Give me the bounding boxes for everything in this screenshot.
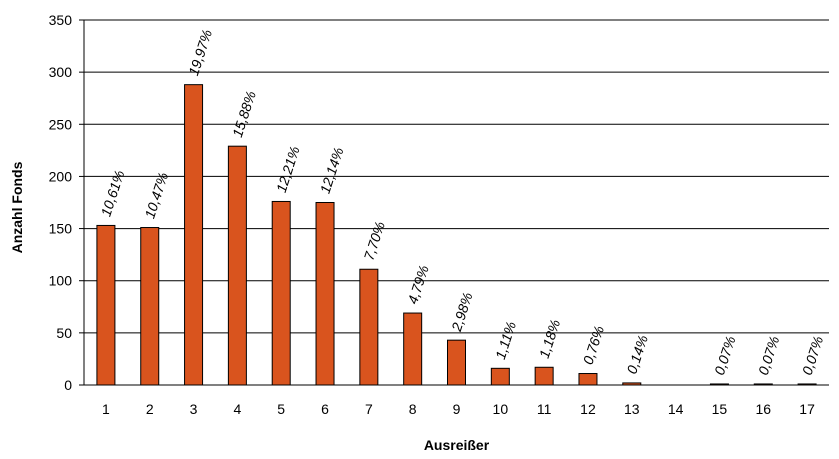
- data-label-17: 0,07%: [799, 334, 826, 377]
- bar-10: [490, 367, 510, 386]
- data-label-1: 10,61%: [98, 168, 128, 218]
- y-tick-label: 300: [49, 64, 73, 80]
- x-tick-label: 10: [493, 401, 509, 417]
- y-tick-label: 350: [49, 12, 73, 28]
- x-tick-label: 13: [624, 401, 640, 417]
- y-tick-label: 0: [64, 377, 72, 393]
- data-label-2: 10,47%: [141, 170, 171, 220]
- x-tick-label: 7: [365, 401, 373, 417]
- bar-8: [403, 312, 423, 386]
- x-tick-label: 16: [755, 401, 771, 417]
- data-label-9: 2,98%: [448, 290, 476, 334]
- x-tick-label: 3: [190, 401, 198, 417]
- x-tick-label: 6: [321, 401, 329, 417]
- data-label-5: 12,21%: [273, 144, 303, 194]
- gridlines: [84, 19, 829, 334]
- data-label-3: 19,97%: [185, 27, 215, 77]
- x-tick-label: 15: [712, 401, 728, 417]
- data-label-15: 0,07%: [711, 334, 738, 377]
- y-tick-label: 200: [49, 168, 73, 184]
- data-label-12: 0,76%: [580, 324, 607, 367]
- data-label-10: 1,11%: [492, 320, 519, 362]
- bar-12: [578, 373, 598, 386]
- bar-9: [447, 339, 466, 386]
- bar-5: [271, 200, 291, 386]
- y-tick-label: 100: [49, 273, 73, 289]
- y-axis-title: Anzahl Fonds: [9, 161, 25, 253]
- y-tick-label: 250: [49, 116, 73, 132]
- data-label-4: 15,88%: [229, 89, 259, 139]
- x-axis-title: Ausreißer: [424, 437, 490, 453]
- x-tick-label: 12: [580, 401, 596, 417]
- x-tick-label: 4: [233, 401, 241, 417]
- x-tick-label: 11: [537, 401, 552, 417]
- x-tick-label: 8: [409, 401, 417, 417]
- data-label-16: 0,07%: [755, 334, 782, 377]
- data-label-6: 12,14%: [317, 145, 347, 195]
- bar-4: [227, 145, 247, 386]
- x-tick-label: 14: [668, 401, 684, 417]
- x-tick-label: 9: [453, 401, 461, 417]
- bar-2: [140, 227, 160, 386]
- data-label-7: 7,70%: [360, 219, 387, 262]
- data-label-8: 4,79%: [404, 263, 431, 306]
- bar-1: [96, 224, 116, 386]
- bar-3: [184, 84, 204, 386]
- bar-11: [534, 366, 554, 386]
- y-tick-label: 150: [49, 221, 73, 237]
- bar-7: [359, 268, 379, 386]
- y-tick-label: 50: [56, 325, 72, 341]
- data-label-13: 0,14%: [623, 333, 650, 376]
- bars: [96, 84, 817, 386]
- x-tick-label: 17: [799, 401, 815, 417]
- bar-6: [315, 202, 335, 386]
- x-tick-label: 1: [102, 401, 110, 417]
- data-label-11: 1,18%: [536, 317, 563, 360]
- x-tick-label: 5: [277, 401, 285, 417]
- x-tick-label: 2: [146, 401, 154, 417]
- data-labels: 10,61% 10,47% 19,97% 15,88% 12,21% 12,14% 7,70…: [98, 27, 827, 376]
